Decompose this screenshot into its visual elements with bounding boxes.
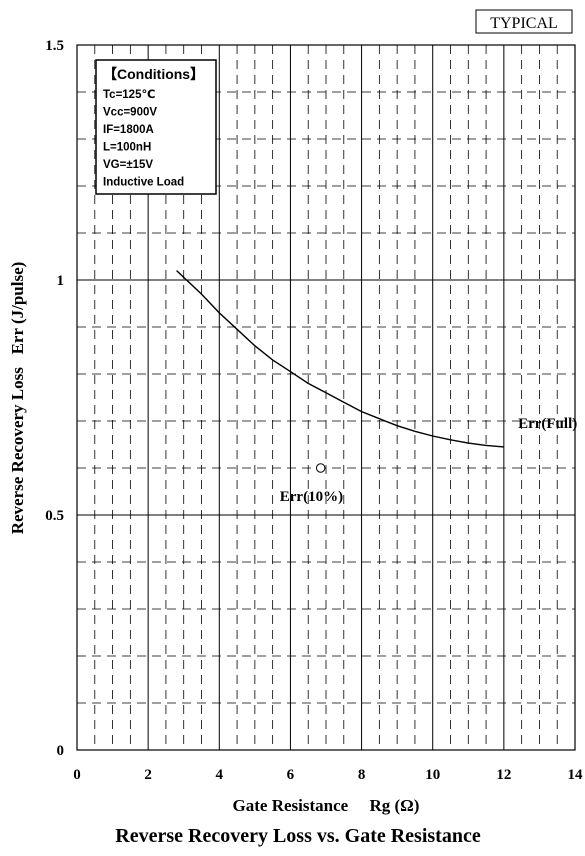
x-tick-label: 0 — [73, 767, 81, 783]
y-tick-label: 1 — [57, 273, 65, 289]
x-tick-labels: 0 2 4 6 8 10 12 14 — [73, 767, 583, 783]
conditions-line: Tc=125℃ — [103, 89, 155, 101]
y-tick-label: 1.5 — [45, 38, 64, 54]
conditions-box: 【Conditions】 Tc=125℃ Vcc=900V IF=1800A L=100… — [95, 59, 217, 195]
chart-title: Reverse Recovery Loss vs. Gate Resistanc… — [115, 825, 481, 847]
plot-frame — [76, 44, 576, 751]
x-axis-label: Gate Resistance Rg (Ω) — [233, 796, 420, 815]
x-tick-label: 8 — [358, 767, 366, 783]
conditions-frame — [95, 59, 217, 195]
conditions-line: Inductive Load — [103, 177, 184, 189]
annotation-err-full: Err(Full) — [518, 416, 577, 432]
conditions-line: IF=1800A — [103, 124, 154, 136]
conditions-line: VG=±15V — [103, 159, 153, 171]
x-tick-label: 6 — [287, 767, 295, 783]
y-axis-label: Reverse Recovery Loss Err (J/pulse) — [8, 262, 27, 535]
series-err-10-point — [315, 463, 326, 473]
typical-badge-frame — [475, 9, 573, 34]
conditions-heading: 【Conditions】 — [103, 66, 204, 82]
x-tick-label: 4 — [216, 767, 224, 783]
x-tick-label: 2 — [144, 767, 152, 783]
series-err-full-line — [176, 270, 504, 448]
x-tick-label: 12 — [496, 767, 511, 783]
y-tick-label: 0 — [57, 743, 65, 759]
y-tick-labels: 0 0.5 1 1.5 — [45, 38, 64, 759]
conditions-line: Vcc=900V — [103, 107, 157, 119]
y-tick-label: 0.5 — [45, 508, 64, 524]
x-tick-label: 14 — [568, 767, 584, 783]
conditions-line: L=100nH — [103, 142, 151, 154]
x-tick-label: 10 — [425, 767, 440, 783]
annotation-err-10: Err(10%) — [280, 489, 343, 505]
typical-badge: TYPICAL — [490, 15, 558, 32]
